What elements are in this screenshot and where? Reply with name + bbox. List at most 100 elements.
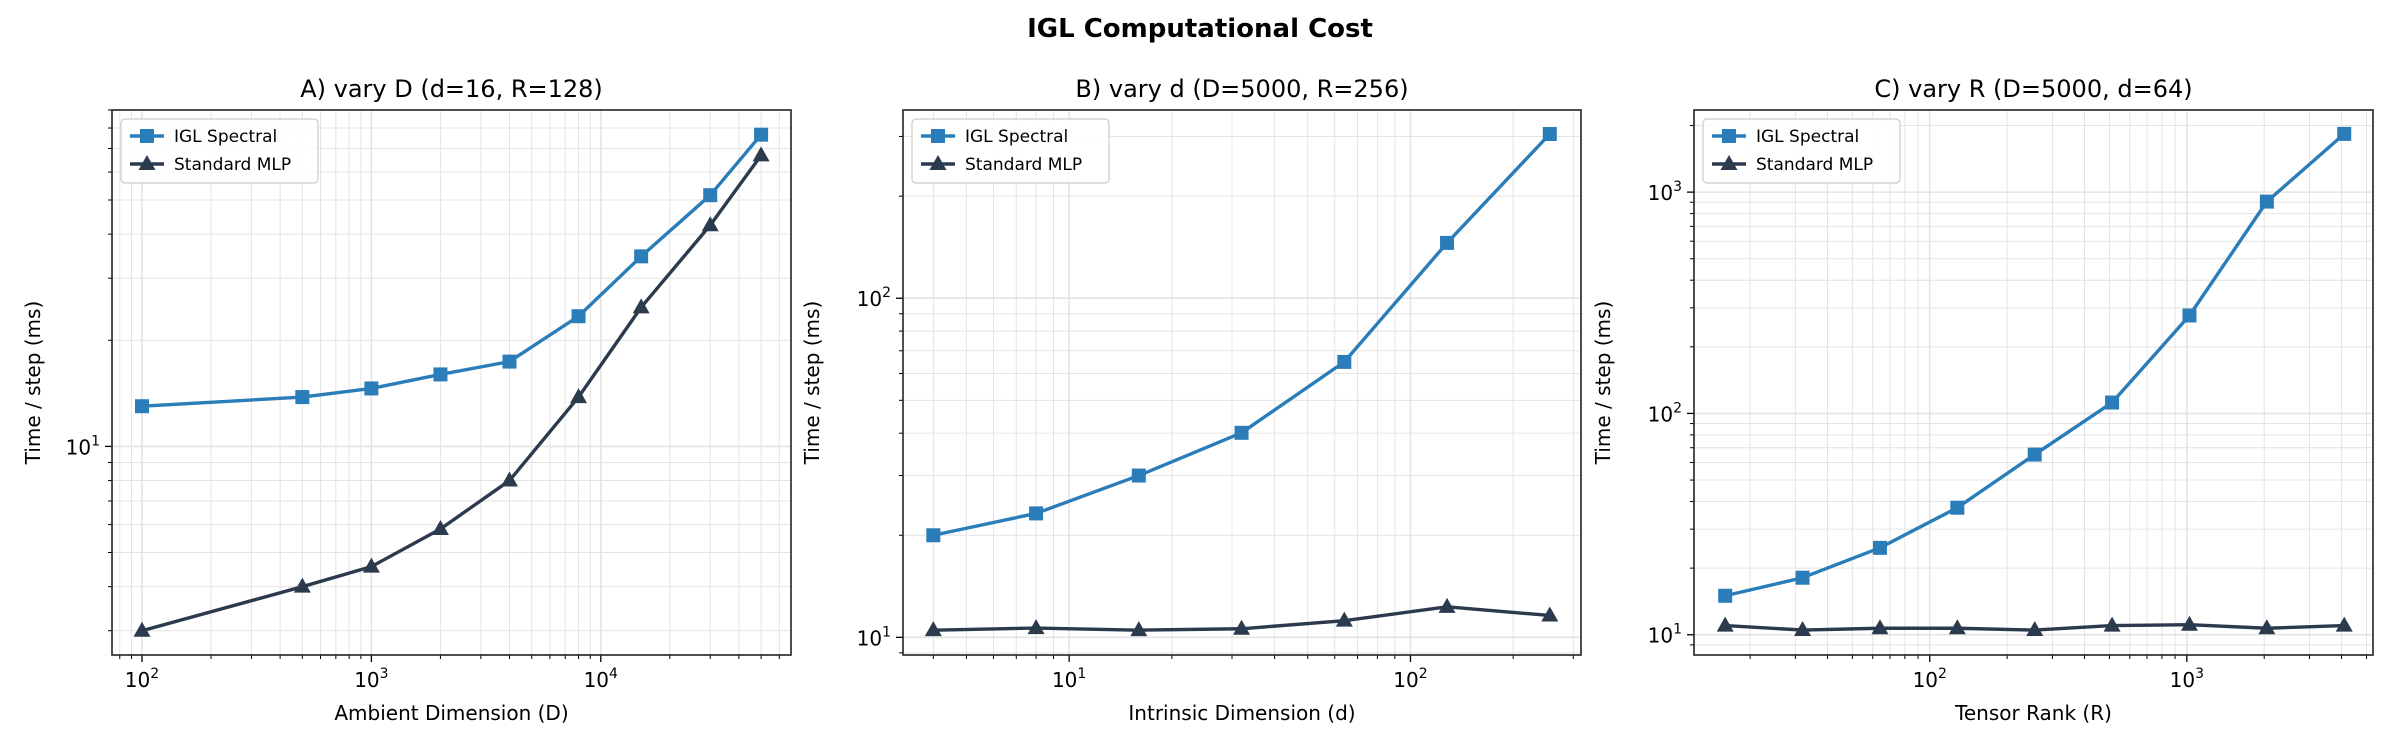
tick-label-exponent: 2 [150, 666, 159, 682]
tick-label-exponent: 3 [380, 666, 389, 682]
data-point-triangle [1716, 616, 1734, 632]
data-point-triangle [500, 471, 518, 487]
data-point-triangle [133, 621, 151, 637]
data-point-square [2105, 395, 2120, 410]
y-tick-label: 101 [857, 624, 891, 650]
data-point-triangle [2026, 621, 2044, 637]
legend-label: IGL Spectral [965, 127, 1068, 147]
legend-box [120, 118, 319, 184]
data-point-triangle [1233, 619, 1251, 635]
tick-label-base: 10 [857, 626, 882, 650]
data-point-triangle [924, 621, 942, 637]
data-point-square [1872, 540, 1887, 555]
data-point-square [703, 188, 718, 203]
series-standard-mlp [924, 597, 1559, 637]
tick-label-exponent: 3 [2195, 666, 2204, 682]
data-point-square [571, 309, 586, 324]
x-tick-label: 103 [354, 666, 388, 692]
data-point-triangle [1794, 621, 1812, 637]
tick-label-base: 10 [1648, 181, 1673, 205]
tick-label-exponent: 1 [882, 624, 891, 640]
data-point-triangle [1130, 621, 1148, 637]
tick-label-exponent: 4 [609, 666, 618, 682]
legend: IGL Spectral Standard MLP [1702, 118, 1901, 184]
tick-label-exponent: 1 [1673, 622, 1682, 638]
panel-title: A) vary D (d=16, R=128) [300, 75, 603, 103]
data-point-square [364, 381, 379, 396]
data-point-square [1234, 425, 1249, 440]
x-tick-label: 102 [125, 666, 159, 692]
legend-triangle-icon [1720, 155, 1738, 170]
x-tick-label: 104 [584, 666, 618, 692]
panel-title: C) vary R (D=5000, d=64) [1874, 75, 2192, 103]
tick-label-exponent: 2 [1419, 666, 1428, 682]
tick-label-exponent: 1 [1077, 666, 1086, 682]
legend-box [1702, 118, 1901, 184]
x-tick-label: 102 [1393, 666, 1427, 692]
data-point-square [2259, 194, 2274, 209]
data-point-square [2182, 308, 2197, 323]
x-tick-label: 102 [1913, 666, 1947, 692]
legend-label: Standard MLP [1756, 155, 1873, 175]
x-tick-label: 101 [1052, 666, 1086, 692]
data-point-square [2337, 126, 2352, 141]
data-point-square [1718, 588, 1733, 603]
axes-frame [902, 109, 1582, 656]
data-point-square [433, 367, 448, 382]
legend-triangle-icon [138, 155, 156, 170]
figure-title: IGL Computational Cost [1027, 14, 1373, 44]
series-igl-spectral [1718, 126, 2352, 603]
data-point-triangle [362, 557, 380, 573]
data-point-square [1337, 354, 1352, 369]
data-point-square [2027, 447, 2042, 462]
tick-label-exponent: 1 [91, 433, 100, 449]
legend-square-icon [931, 129, 945, 143]
legend-label: Standard MLP [174, 155, 291, 175]
legend-label: Standard MLP [965, 155, 1082, 175]
data-point-triangle [2103, 616, 2121, 632]
data-point-triangle [1335, 611, 1353, 627]
data-point-square [1029, 506, 1044, 521]
y-tick-label: 102 [1648, 400, 1682, 426]
legend-label: IGL Spectral [1756, 127, 1859, 147]
data-point-square [134, 399, 149, 414]
data-point-square [754, 127, 769, 142]
series-igl-spectral [134, 127, 769, 414]
tick-label-base: 10 [1648, 624, 1673, 648]
data-point-triangle [1438, 597, 1456, 613]
tick-label-base: 10 [125, 668, 150, 692]
data-point-square [1440, 235, 1455, 250]
data-point-triangle [752, 146, 770, 162]
data-point-triangle [2180, 615, 2198, 631]
y-axis-label: Time / step (ms) [800, 301, 824, 466]
tick-label-exponent: 2 [882, 285, 891, 301]
data-point-triangle [2258, 619, 2276, 635]
tick-label-base: 10 [584, 668, 609, 692]
tick-label-exponent: 3 [1673, 179, 1682, 195]
axes-frame [1693, 109, 2374, 656]
tick-label-base: 10 [354, 668, 379, 692]
data-point-triangle [570, 388, 588, 404]
legend: IGL Spectral Standard MLP [120, 118, 319, 184]
legend: IGL Spectral Standard MLP [911, 118, 1110, 184]
tick-label-base: 10 [1393, 668, 1418, 692]
x-axis-label: Tensor Rank (R) [1954, 701, 2112, 725]
data-point-square [1542, 127, 1557, 142]
y-axis-label: Time / step (ms) [1591, 301, 1615, 466]
tick-label-base: 10 [2170, 668, 2195, 692]
series-standard-mlp [1716, 615, 2353, 637]
data-point-square [502, 354, 517, 369]
y-tick-label: 103 [1648, 179, 1682, 205]
tick-label-exponent: 2 [1938, 666, 1947, 682]
data-point-square [295, 390, 310, 405]
legend-triangle-icon [929, 155, 947, 170]
series-standard-mlp [133, 146, 770, 637]
data-point-triangle [632, 298, 650, 314]
data-point-square [634, 249, 649, 264]
data-point-triangle [2335, 616, 2353, 632]
legend-box [911, 118, 1110, 184]
y-axis-label: Time / step (ms) [21, 301, 45, 466]
data-point-square [1131, 468, 1146, 483]
